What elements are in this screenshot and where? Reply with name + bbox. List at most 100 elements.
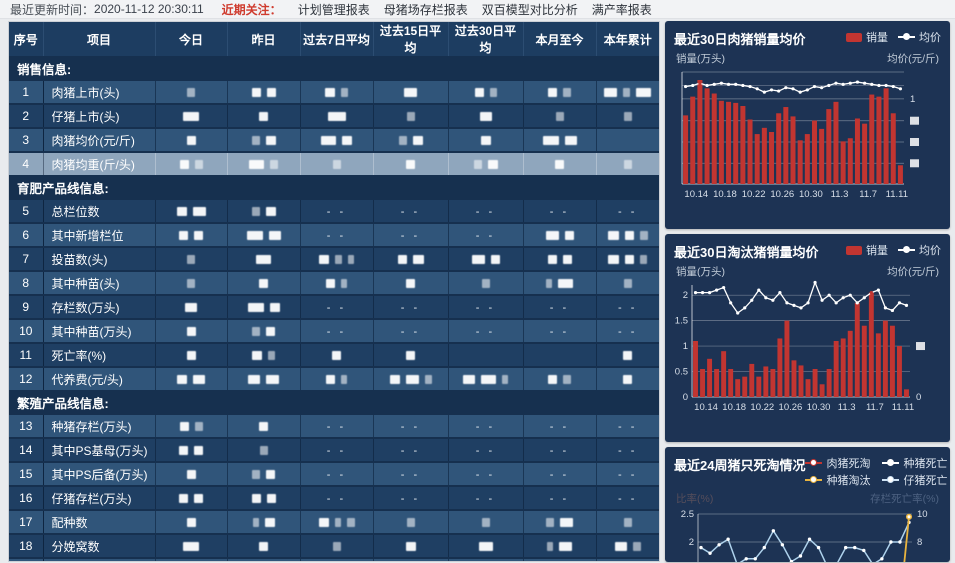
redacted-value	[564, 231, 574, 241]
redacted-value	[268, 231, 281, 241]
no-data-dashes: - -	[400, 326, 421, 338]
legend-item-销量[interactable]: 销量	[846, 242, 888, 258]
data-cell: - -	[523, 199, 597, 224]
redacted-value	[624, 231, 634, 241]
bar-line-chart[interactable]: 1 10.14 10.18 10.22 10.26 10.30 11.3 11.7 11.11	[674, 66, 937, 216]
redacted-value	[265, 136, 276, 146]
line-chart[interactable]: 2.510281.56	[674, 506, 937, 562]
section-row: 繁殖产品线信息:	[9, 391, 659, 415]
svg-text:11.3: 11.3	[838, 402, 856, 413]
redacted-value	[266, 375, 279, 385]
redacted-value	[481, 518, 490, 528]
data-cell: - -	[596, 438, 659, 463]
redacted-value	[194, 422, 203, 432]
bar-line-chart[interactable]: 2 1.5 1 0.5 0 0 10.14 10.18 10.22 10.26 10.30 11.3 1…	[674, 279, 937, 429]
column-header: 昨日	[227, 22, 301, 58]
row-label: 配种数	[43, 510, 156, 535]
report-tab[interactable]: 双百模型对比分析	[481, 2, 578, 17]
data-cell	[448, 152, 524, 177]
line-dot-icon	[882, 458, 900, 468]
row-number: 6	[9, 223, 44, 248]
chart-title: 最近30日淘汰猪销量均价	[674, 245, 819, 260]
data-cell	[523, 271, 597, 296]
legend-item-种猪淘汰[interactable]: 种猪淘汰	[805, 472, 870, 488]
report-tab[interactable]: 满产率报表	[591, 2, 652, 17]
row-label: 仔猪上市(头)	[43, 104, 156, 129]
redacted-value	[266, 88, 276, 98]
data-cell	[227, 223, 301, 248]
svg-text:8: 8	[917, 537, 922, 548]
legend-item-销量[interactable]: 销量	[846, 29, 888, 45]
data-cell	[523, 104, 597, 129]
redacted-value	[404, 88, 417, 98]
svg-text:10.26: 10.26	[779, 402, 803, 413]
legend-item-均价[interactable]: 均价	[898, 29, 941, 45]
row-label: 其中PS基母(万头)	[43, 438, 156, 463]
legend-item-仔猪死亡[interactable]: 仔猪死亡	[882, 472, 947, 488]
data-cell	[523, 534, 597, 559]
row-label: 分娩窝数	[43, 534, 156, 559]
legend-item-肉猪死淘[interactable]: 肉猪死淘	[805, 455, 870, 471]
table-row: 6 其中新增栏位 - - - - - -	[9, 223, 659, 248]
report-table-panel: 序号 项目 今日 昨日 过去7日平均 过去15日平均 过去30日平均 本月至今 本年累计 销售信…	[8, 21, 660, 562]
legend-item-种猪死亡[interactable]: 种猪死亡	[882, 455, 947, 471]
redacted-value	[640, 255, 648, 265]
no-data-dashes: - -	[326, 445, 347, 457]
data-cell	[300, 80, 374, 105]
chart-legend: 销量 均价	[846, 242, 941, 258]
redacted-value	[247, 303, 264, 313]
data-cell	[596, 534, 659, 559]
redacted-value	[269, 303, 280, 313]
row-label: 其中PS后备(万头)	[43, 462, 156, 487]
redacted-value	[545, 231, 559, 241]
legend-item-均价[interactable]: 均价	[898, 242, 941, 258]
data-cell: - -	[373, 295, 449, 320]
redacted-value	[489, 88, 497, 98]
redacted-value	[547, 542, 553, 552]
redacted-value	[346, 518, 355, 528]
data-cell	[227, 343, 301, 368]
redacted-value	[478, 542, 493, 552]
redacted-value	[555, 160, 564, 170]
redacted-value	[332, 160, 341, 170]
no-data-dashes: - -	[326, 230, 347, 242]
redacted-value	[547, 255, 557, 265]
redacted-value	[639, 231, 648, 241]
no-data-dashes: - -	[618, 445, 638, 457]
redacted-value	[259, 446, 268, 456]
redacted-value	[548, 88, 557, 98]
data-cell	[596, 104, 659, 129]
data-cell	[300, 247, 374, 272]
no-data-dashes: - -	[400, 206, 421, 218]
data-cell	[448, 80, 524, 105]
redacted-value	[252, 351, 262, 361]
redacted-value	[542, 136, 559, 146]
row-number: 9	[9, 295, 44, 320]
updated-time-label: 最近更新时间：	[10, 2, 95, 17]
redacted-value	[325, 88, 335, 98]
row-number: 17	[9, 510, 44, 535]
no-data-dashes: - -	[618, 421, 638, 433]
svg-text:10.14: 10.14	[694, 402, 718, 413]
table-row: 4 肉猪均重(斤/头)	[9, 152, 659, 177]
row-label: 肉猪上市(头)	[43, 80, 156, 105]
data-cell	[373, 367, 449, 392]
svg-text:1: 1	[910, 94, 915, 105]
topbar: 最近更新时间： 2020-11-12 20:30:11 近期关注： 计划管理报表…	[0, 0, 955, 19]
report-tab[interactable]: 母猪场存栏报表	[383, 2, 468, 17]
redacted-value	[249, 160, 264, 170]
data-cell	[300, 367, 374, 392]
redacted-value	[251, 136, 260, 146]
table-row: 11 死亡率(%)	[9, 343, 659, 368]
data-cell: - -	[523, 295, 597, 320]
data-cell	[448, 104, 524, 129]
svg-text:0.5: 0.5	[675, 367, 688, 378]
row-label: 其中种苗(万头)	[43, 319, 156, 344]
redacted-value	[607, 231, 619, 241]
report-tab[interactable]: 计划管理报表	[297, 2, 370, 17]
table-row: 5 总栏位数 - - - - - - - - - -	[9, 199, 659, 224]
redacted-value	[326, 375, 335, 385]
data-cell	[155, 104, 228, 129]
section-row: 育肥产品线信息:	[9, 176, 659, 200]
redacted-value	[481, 375, 496, 385]
